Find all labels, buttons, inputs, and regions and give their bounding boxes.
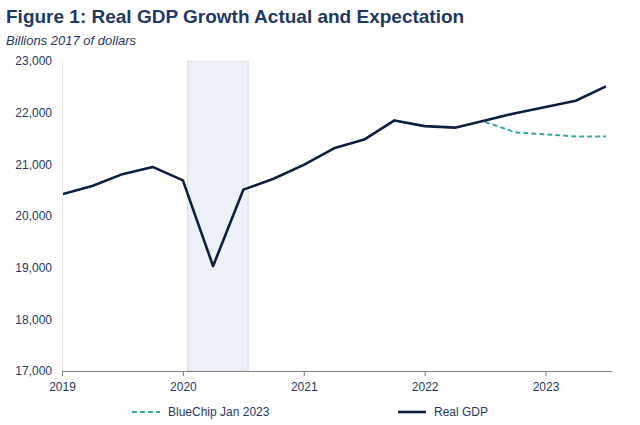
y-tick-label: 22,000 — [15, 106, 52, 120]
y-axis-line — [62, 62, 63, 372]
x-tick-mark — [546, 371, 547, 376]
legend-swatch — [132, 411, 160, 413]
x-tick-mark — [425, 371, 426, 376]
y-tick: 22,000 — [15, 106, 62, 120]
y-tick-label: 17,000 — [15, 364, 52, 378]
series-line — [62, 86, 606, 266]
x-tick-label: 2023 — [533, 380, 560, 394]
legend-swatch — [398, 411, 426, 414]
x-tick-mark — [183, 371, 184, 376]
chart: Figure 1: Real GDP Growth Actual and Exp… — [0, 0, 640, 425]
y-tick-label: 19,000 — [15, 261, 52, 275]
plot-area — [62, 61, 606, 371]
x-tick-mark — [304, 371, 305, 376]
x-tick: 2021 — [291, 371, 318, 394]
x-tick: 2019 — [49, 371, 76, 394]
y-tick: 19,000 — [15, 261, 62, 275]
x-tick-label: 2020 — [170, 380, 197, 394]
x-tick-label: 2022 — [412, 380, 439, 394]
y-tick: 18,000 — [15, 313, 62, 327]
y-tick: 23,000 — [15, 54, 62, 68]
y-tick-label: 20,000 — [15, 209, 52, 223]
y-tick: 20,000 — [15, 209, 62, 223]
x-tick: 2020 — [170, 371, 197, 394]
legend: BlueChip Jan 2023 Real GDP — [132, 405, 488, 419]
subtitle: Billions 2017 of dollars — [6, 33, 137, 48]
y-tick-label: 23,000 — [15, 54, 52, 68]
y-tick-label: 21,000 — [15, 158, 52, 172]
x-axis-line — [63, 371, 613, 372]
x-tick: 2022 — [412, 371, 439, 394]
legend-label: Real GDP — [434, 405, 488, 419]
series-line — [485, 122, 606, 136]
y-tick-label: 18,000 — [15, 313, 52, 327]
y-tick: 17,000 — [15, 364, 62, 378]
legend-label: BlueChip Jan 2023 — [168, 405, 270, 419]
x-tick-label: 2019 — [49, 380, 76, 394]
title: Figure 1: Real GDP Growth Actual and Exp… — [6, 6, 464, 27]
y-tick: 21,000 — [15, 158, 62, 172]
x-tick-mark — [62, 371, 63, 376]
y-axis: 17,000 18,000 19,000 20,000 21,000 22,000 23,0… — [15, 54, 62, 378]
x-tick: 2023 — [533, 371, 560, 394]
x-axis: 2019 2020 2021 2022 2023 — [49, 371, 612, 394]
x-tick-label: 2021 — [291, 380, 318, 394]
